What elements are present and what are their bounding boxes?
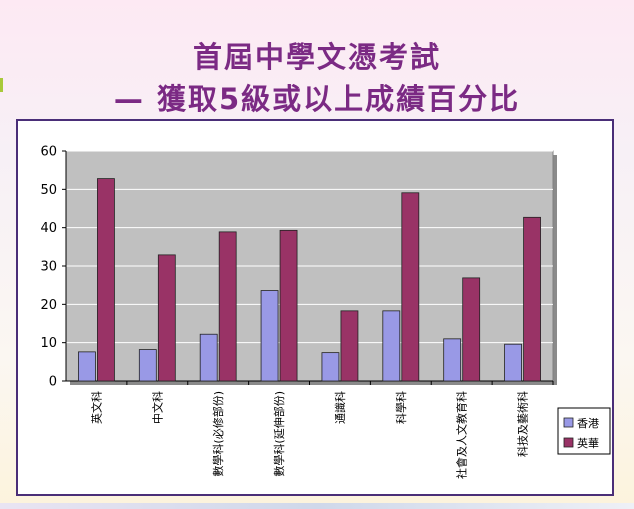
bar-hk [504, 343, 522, 382]
y-tick-label: 30 [40, 260, 57, 275]
bar-hk [443, 338, 462, 382]
bar-hk [138, 349, 157, 382]
x-category-label: 中文科 [150, 391, 164, 424]
bar-hk [199, 333, 218, 382]
x-category-label: 數學科(必修部份) [211, 391, 225, 477]
y-tick-label: 40 [40, 221, 57, 236]
x-category-label: 科學科 [394, 391, 408, 424]
x-category-label: 數學科(延伸部份) [272, 391, 286, 477]
title-line-1: 首屆中學文憑考試 [192, 40, 441, 74]
y-tick-label: 0 [49, 375, 57, 390]
bottom-decor-strip [0, 503, 634, 509]
legend-swatch [563, 437, 574, 448]
y-tick-label: 10 [40, 336, 57, 351]
bar-yw [401, 192, 420, 382]
y-tick-label: 50 [40, 183, 57, 198]
bar-yw [523, 216, 541, 382]
title-line-2: — 獲取5級或以上成績百分比 [113, 82, 521, 116]
y-tick-label: 60 [40, 145, 57, 160]
x-category-label: 社會及人文教育科 [455, 391, 469, 479]
bar-yw [340, 310, 359, 382]
legend-label: 香港 [577, 417, 599, 430]
bar-yw [97, 178, 115, 382]
legend-swatch [563, 417, 574, 428]
bar-hk [78, 351, 96, 382]
x-category-label: 科技及藝術科 [516, 391, 530, 457]
bar-yw [279, 229, 298, 382]
x-category-label: 英文科 [89, 391, 103, 424]
bar-yw [462, 277, 481, 382]
legend-label: 英華 [577, 436, 599, 450]
bar-yw [218, 231, 237, 382]
bar-hk [382, 310, 401, 382]
left-accent-marker [0, 78, 3, 92]
y-tick-label: 20 [40, 298, 57, 313]
x-category-label: 通識科 [333, 391, 347, 424]
bar-yw [157, 254, 176, 382]
bar-hk [321, 352, 340, 382]
bar-hk [260, 290, 279, 382]
